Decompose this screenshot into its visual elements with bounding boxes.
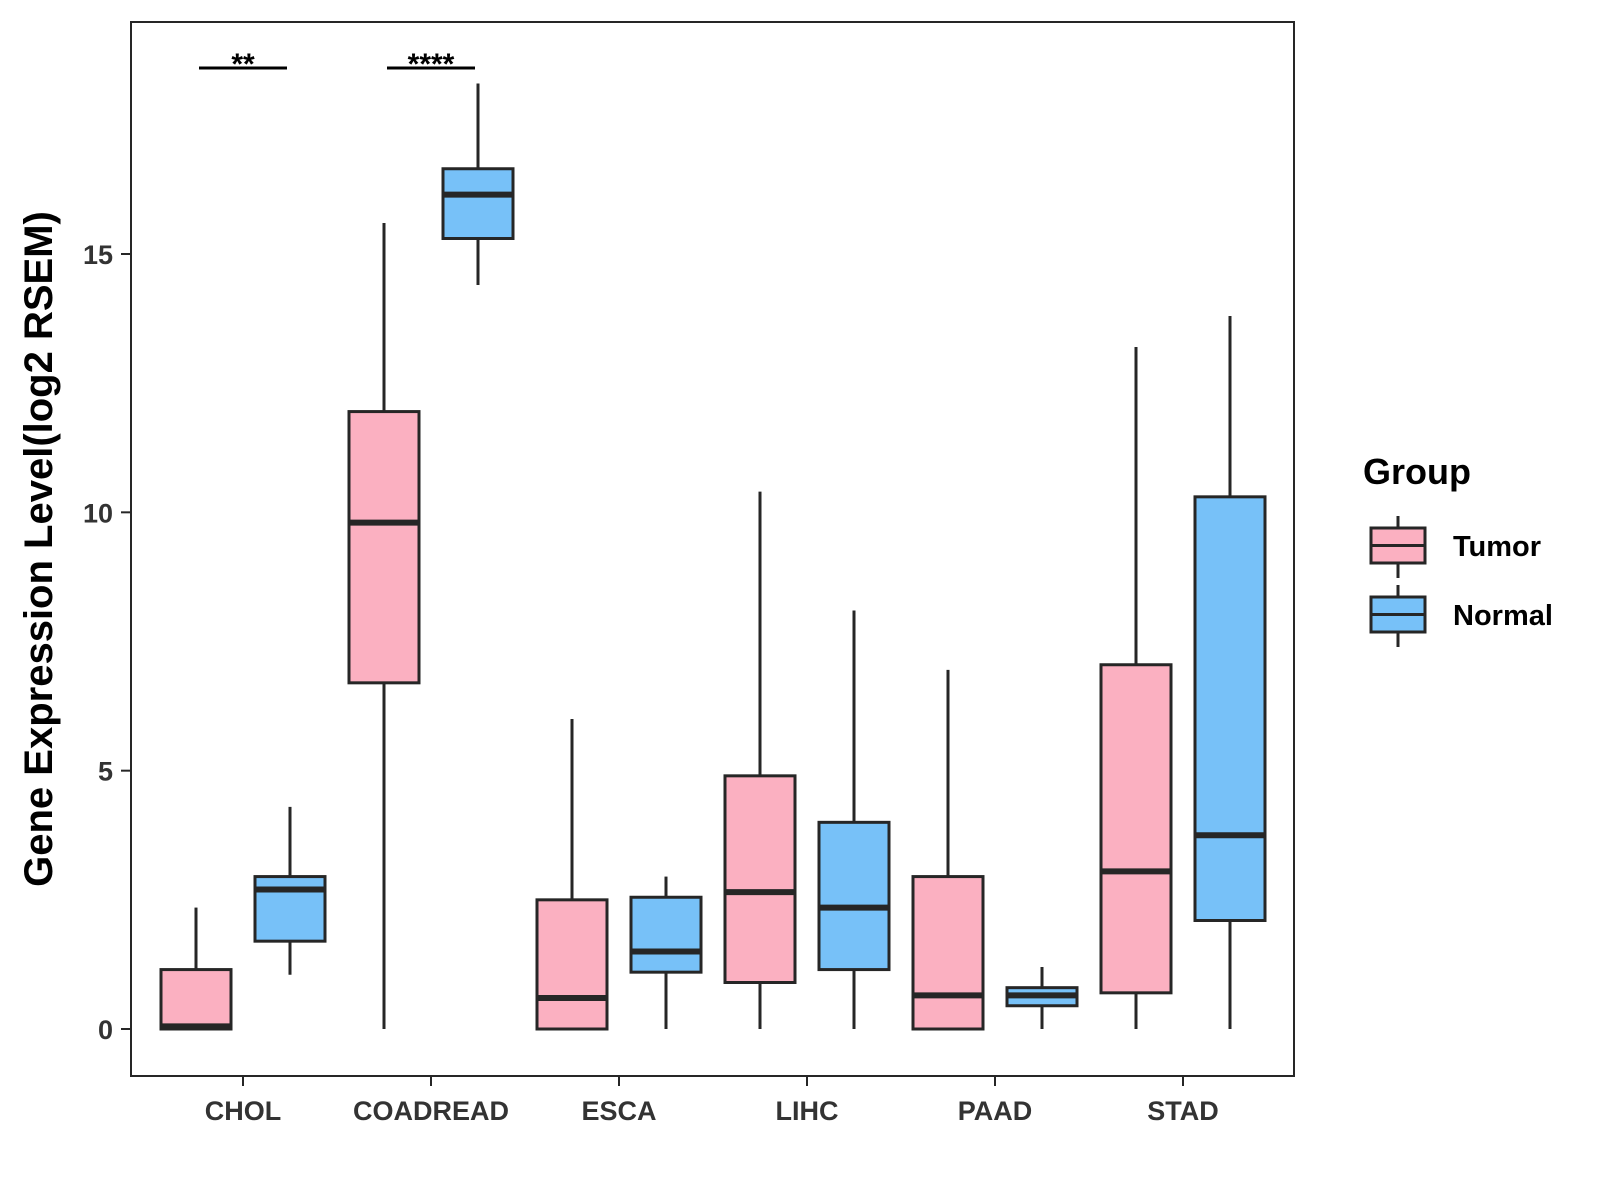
box-body-esca-tumor <box>535 898 609 1031</box>
box-body-lihc-tumor <box>723 774 797 984</box>
x-tick-label-paad: PAAD <box>958 1096 1033 1126</box>
box-chol-tumor <box>159 907 233 1031</box>
x-tick-label-lihc: LIHC <box>776 1096 839 1126</box>
y-tick-label-0: 0 <box>98 1015 113 1045</box>
boxes-layer: ** **** <box>159 48 1267 1031</box>
box-esca-tumor <box>535 719 609 1031</box>
significance-chol: ** <box>199 48 287 81</box>
legend-label-tumor: Tumor <box>1453 531 1541 563</box>
box-body-chol-tumor <box>159 968 233 1031</box>
legend-key-tumor <box>1369 516 1427 578</box>
box-body-coadread-normal <box>441 167 515 240</box>
box-body-coadread-tumor <box>347 410 421 685</box>
box-esca-normal <box>629 876 703 1029</box>
box-chol-normal <box>253 806 327 975</box>
box-coadread-tumor <box>347 223 421 1029</box>
y-axis-title: Gene Expression Level(log2 RSEM) <box>17 211 61 887</box>
significance-coadread: **** <box>387 48 475 81</box>
box-body-lihc-normal <box>817 820 891 972</box>
box-lihc-normal <box>817 610 891 1029</box>
panel-border <box>130 21 1295 1077</box>
x-tick-label-chol: CHOL <box>205 1096 282 1126</box>
box-body-chol-normal <box>253 875 327 943</box>
box-body-stad-tumor <box>1099 663 1173 995</box>
box-paad-normal <box>1005 967 1079 1029</box>
legend-label-normal: Normal <box>1453 600 1553 632</box>
y-tick-label-15: 15 <box>83 240 113 270</box>
box-body-esca-normal <box>629 895 703 974</box>
legend-key-normal <box>1369 585 1427 647</box>
significance-label-coadread: **** <box>408 48 455 81</box>
x-tick-label-esca: ESCA <box>581 1096 656 1126</box>
box-stad-normal <box>1193 316 1267 1029</box>
x-tick-label-stad: STAD <box>1147 1096 1219 1126</box>
y-tick-label-5: 5 <box>98 757 113 787</box>
x-tick-label-coadread: COADREAD <box>353 1096 509 1126</box>
legend-title: Group <box>1363 451 1471 492</box>
box-coadread-normal <box>441 83 515 285</box>
box-paad-tumor <box>911 669 985 1031</box>
box-body-stad-normal <box>1193 495 1267 922</box>
legend: Group Tumor Normal <box>1363 451 1553 647</box>
box-body-paad-tumor <box>911 875 985 1031</box>
significance-label-chol: ** <box>231 48 255 81</box>
y-tick-label-10: 10 <box>83 498 113 528</box>
box-stad-tumor <box>1099 347 1173 1029</box>
axis-layer: 0 5 10 15 CHOL COADREAD ESCA LIHC PAAD STAD <box>83 240 1219 1126</box>
box-lihc-tumor <box>723 491 797 1029</box>
